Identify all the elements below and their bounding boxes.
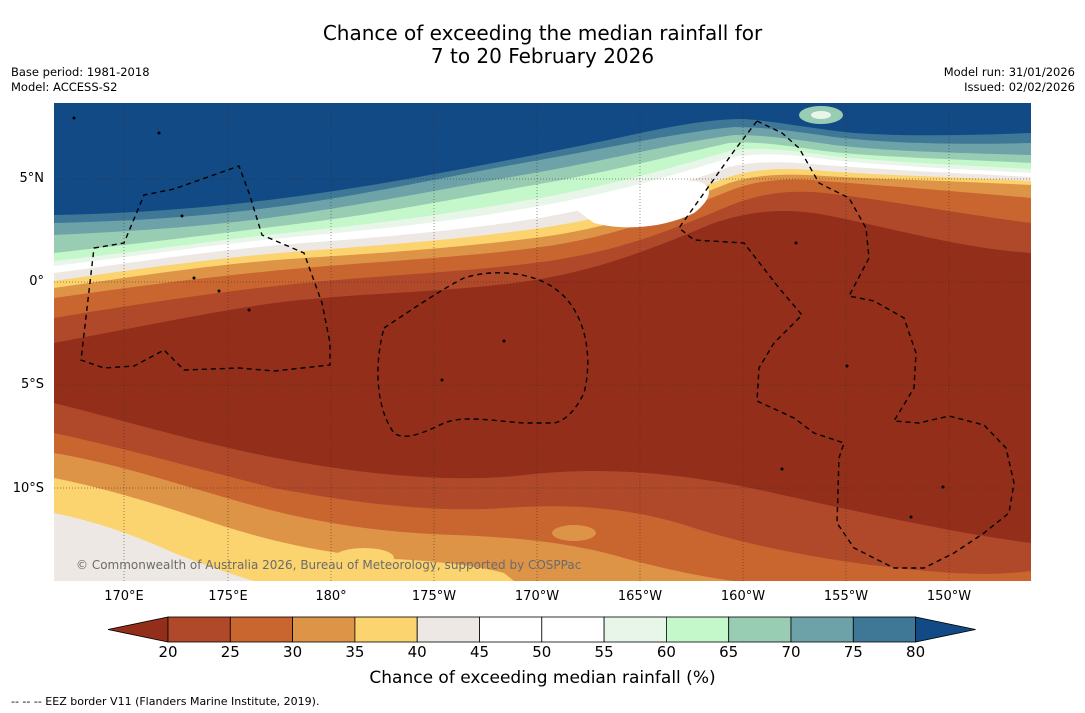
island <box>781 468 784 471</box>
lat-label-0: 0° <box>0 274 44 289</box>
island <box>193 277 196 280</box>
lat-label-10s: 10°S <box>0 481 44 496</box>
colorbar-tick-label: 60 <box>646 643 686 661</box>
colorbar-cell <box>729 617 791 642</box>
colorbar-tick-label: 65 <box>709 643 749 661</box>
copyright-notice: © Commonwealth of Australia 2026, Bureau… <box>76 558 581 572</box>
island <box>795 242 798 245</box>
colorbar-cell <box>853 617 915 642</box>
colorbar-tick-label: 30 <box>273 643 313 661</box>
patch-35 <box>552 525 596 541</box>
colorbar-cell <box>604 617 666 642</box>
lat-label-5s: 5°S <box>0 377 44 392</box>
lon-label-165w: 165°W <box>600 589 680 604</box>
issued-date: Issued: 02/02/2026 <box>944 80 1075 95</box>
lon-label-155w: 155°W <box>806 589 886 604</box>
colorbar-tick-label: 55 <box>584 643 624 661</box>
title-line-2: 7 to 20 February 2026 <box>0 45 1085 68</box>
meta-left: Base period: 1981-2018 Model: ACCESS-S2 <box>11 65 150 95</box>
meta-right: Model run: 31/01/2026 Issued: 02/02/2026 <box>944 65 1075 95</box>
chart-title: Chance of exceeding the median rainfall … <box>0 22 1085 68</box>
eez-footer: -- -- -- EEZ border V11 (Flanders Marine… <box>11 695 319 708</box>
lon-label-175e: 175°E <box>188 589 268 604</box>
colorbar-tick-label: 35 <box>335 643 375 661</box>
colorbar-cell <box>542 617 604 642</box>
island <box>248 309 251 312</box>
island <box>158 132 161 135</box>
island <box>181 215 184 218</box>
lon-label-170e: 170°E <box>84 589 164 604</box>
colorbar-cell <box>230 617 292 642</box>
island <box>218 290 221 293</box>
island <box>503 340 506 343</box>
map-canvas <box>54 103 1031 581</box>
colorbar-cells <box>108 617 976 642</box>
colorbar-cell <box>293 617 355 642</box>
colorbar-extend-high <box>916 617 976 642</box>
colorbar-cell <box>480 617 542 642</box>
island <box>73 117 76 120</box>
colorbar-tick-label: 70 <box>771 643 811 661</box>
patch-60-north <box>811 111 831 119</box>
colorbar-cell <box>666 617 728 642</box>
model-run: Model run: 31/01/2026 <box>944 65 1075 80</box>
island <box>910 516 913 519</box>
colorbar-tick-label: 20 <box>148 643 188 661</box>
colorbar-cell <box>791 617 853 642</box>
lon-label-160w: 160°W <box>703 589 783 604</box>
island <box>942 486 945 489</box>
lat-label-5n: 5°N <box>0 171 44 186</box>
island <box>441 379 444 382</box>
colorbar-tick-label: 80 <box>896 643 936 661</box>
colorbar-tick-label: 50 <box>522 643 562 661</box>
colorbar-cell <box>168 617 230 642</box>
model-name: Model: ACCESS-S2 <box>11 80 150 95</box>
colorbar-tick-label: 75 <box>833 643 873 661</box>
lon-label-170w: 170°W <box>497 589 577 604</box>
lon-label-175w: 175°W <box>394 589 474 604</box>
lon-label-150w: 150°W <box>909 589 989 604</box>
lon-label-180: 180° <box>291 589 371 604</box>
colorbar-extend-low <box>108 617 168 642</box>
colorbar-cell <box>417 617 479 642</box>
title-line-1: Chance of exceeding the median rainfall … <box>0 22 1085 45</box>
colorbar-tick-label: 25 <box>210 643 250 661</box>
rainfall-map: © Commonwealth of Australia 2026, Bureau… <box>54 103 1031 581</box>
colorbar-cell <box>355 617 417 642</box>
island <box>846 365 849 368</box>
colorbar-tick-label: 40 <box>397 643 437 661</box>
base-period: Base period: 1981-2018 <box>11 65 150 80</box>
colorbar-tick-label: 45 <box>460 643 500 661</box>
colorbar-title: Chance of exceeding median rainfall (%) <box>0 668 1085 688</box>
